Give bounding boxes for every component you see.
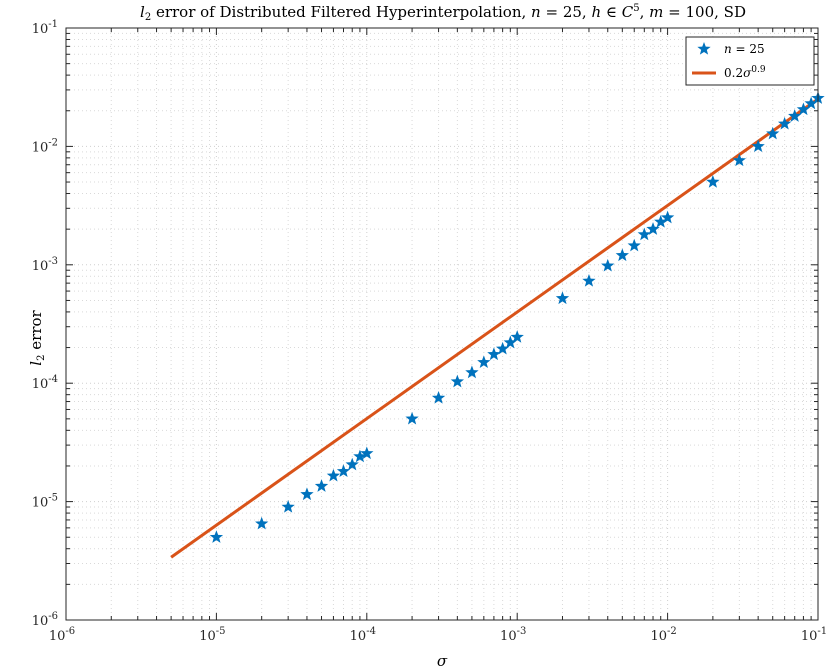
svg-text:l2 error: l2 error <box>27 309 47 365</box>
y-tick-label: 10-2 <box>32 137 58 155</box>
data-point-star <box>487 347 501 361</box>
legend-star-marker <box>697 42 711 55</box>
x-tick-label: 10-1 <box>801 626 827 644</box>
y-tick-labels: 10-6 10-5 10-4 10-3 10-2 10-1 <box>32 19 58 629</box>
data-point-star <box>503 335 517 349</box>
data-point-star <box>796 102 811 116</box>
data-point-star <box>660 210 675 224</box>
x-axis-label: σ <box>437 652 448 670</box>
data-point-star <box>326 468 341 482</box>
data-point-star <box>555 291 570 305</box>
data-point-star <box>431 390 446 404</box>
data-point-star <box>314 479 329 492</box>
y-tick-label: 10-4 <box>32 374 58 392</box>
data-point-star <box>281 500 295 513</box>
data-point-star <box>477 355 491 369</box>
y-tick-label: 10-5 <box>32 493 58 511</box>
data-point-star <box>360 446 374 460</box>
data-point-star <box>646 222 660 235</box>
x-tick-label: 10-6 <box>49 626 75 644</box>
data-point-star <box>510 330 524 343</box>
data-point-star <box>582 273 596 287</box>
tick-marks <box>65 27 819 621</box>
data-point-star <box>345 457 359 471</box>
x-tick-label: 10-5 <box>199 626 225 644</box>
data-point-star <box>405 411 419 425</box>
x-tick-label: 10-3 <box>500 626 526 644</box>
legend: n = 25 0.2σ0.9 <box>685 36 815 86</box>
legend-box <box>685 36 815 86</box>
data-point-star <box>209 530 224 543</box>
grid <box>66 28 818 620</box>
x-tick-label: 10-4 <box>350 626 376 644</box>
y-tick-label: 10-1 <box>32 19 58 37</box>
x-tick-label: 10-2 <box>650 626 676 644</box>
axes-box <box>65 27 819 621</box>
fit-line <box>170 97 819 559</box>
data-point-star <box>336 464 351 478</box>
data-point-star <box>495 341 510 355</box>
data-point-star <box>804 96 818 110</box>
data-point-star <box>732 153 747 167</box>
data-point-star <box>777 116 792 130</box>
data-point-star <box>788 109 802 122</box>
data-point-star <box>751 139 765 153</box>
data-point-star <box>255 516 269 530</box>
data-point-star <box>353 449 367 463</box>
y-axis-label: l2 error <box>27 309 47 365</box>
data-point-star <box>654 214 668 228</box>
x-tick-labels: 10-6 10-5 10-4 10-3 10-2 10-1 <box>49 626 827 644</box>
data-point-star <box>450 374 465 388</box>
legend-entry-scatter: n = 25 <box>724 42 765 56</box>
legend-entry-fit: 0.2σ0.9 <box>724 65 766 80</box>
data-point-star <box>300 487 314 501</box>
data-point-star <box>637 227 651 241</box>
data-point-star <box>766 126 780 140</box>
data-point-star <box>627 238 641 252</box>
data-point-star <box>465 365 479 379</box>
data-point-star <box>615 248 629 262</box>
y-tick-label: 10-6 <box>32 611 58 629</box>
data-layer <box>170 91 825 559</box>
chart-title: l2 error of Distributed Filtered Hyperin… <box>140 3 746 23</box>
data-point-star <box>706 175 720 188</box>
y-tick-label: 10-3 <box>32 256 58 274</box>
data-point-star <box>601 258 615 272</box>
